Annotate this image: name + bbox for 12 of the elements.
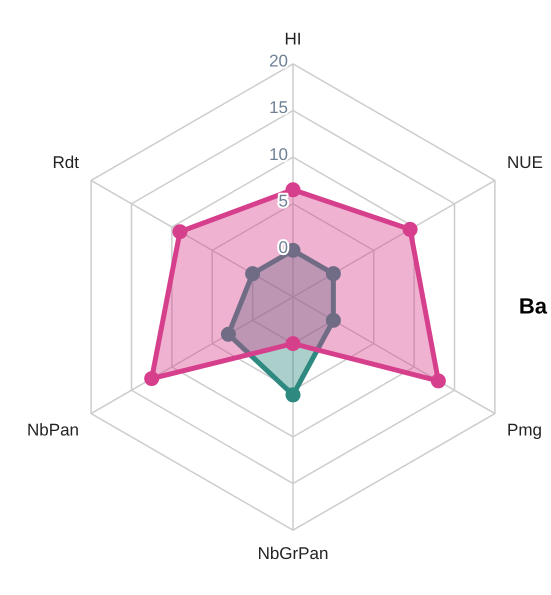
y-tick-label: 20 <box>269 52 288 71</box>
text: Ba <box>518 294 548 319</box>
y-tick-label: 15 <box>269 98 288 118</box>
y-tick-label: 5 <box>278 191 288 210</box>
y-tick-label: 0 <box>278 238 288 258</box>
spoke-label: Rdt <box>52 152 80 172</box>
spoke-label: Pmg <box>507 420 542 440</box>
spoke-label: NbGrPan <box>258 544 328 564</box>
y-tick-label: 10 <box>269 144 288 164</box>
spoke-label: NUE <box>507 152 543 172</box>
spoke-label: HI <box>284 29 302 48</box>
spoke-label: NbPan <box>26 420 79 440</box>
